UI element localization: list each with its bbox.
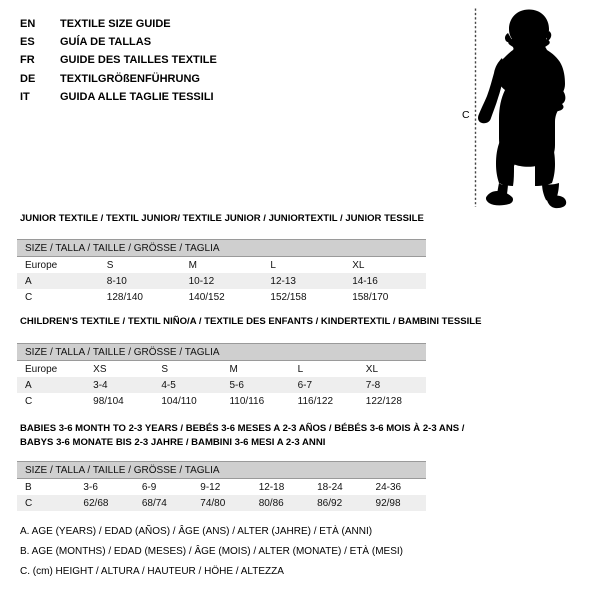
svg-text:C: C — [462, 109, 470, 121]
